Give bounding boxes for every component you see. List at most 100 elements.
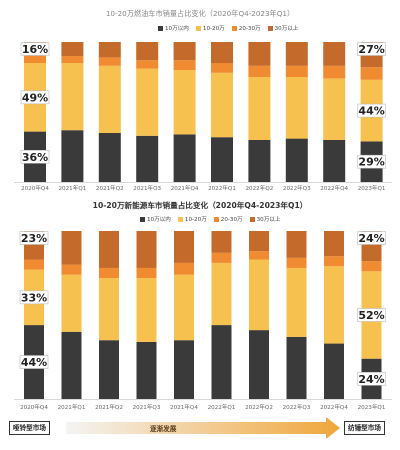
annotation-box — [357, 231, 386, 245]
bar-segment — [211, 63, 233, 73]
bar-segment — [61, 331, 82, 399]
x-tick-label: 2021年Q2 — [95, 403, 123, 411]
legend-item: 10-20万 — [177, 215, 207, 223]
legend-swatch — [158, 25, 163, 31]
bar-segment — [323, 42, 346, 66]
x-tick-label: 2023年Q1 — [358, 184, 386, 192]
bar-segment — [324, 231, 344, 257]
bar-segment — [136, 135, 159, 182]
legend-label: 20-30万 — [220, 217, 243, 223]
bar-segment — [285, 42, 308, 66]
bar-segment — [98, 57, 121, 66]
annotation-box — [357, 154, 386, 169]
annotation-label: 44% — [21, 356, 47, 369]
annotation-label: 33% — [21, 291, 47, 304]
legend-item: 10万以内 — [140, 215, 171, 223]
x-tick-label: 2023年Q1 — [358, 403, 386, 411]
legend-item: 10万以内 — [158, 24, 189, 32]
annotation-label: 36% — [22, 151, 48, 164]
x-tick-label: 2022年Q4 — [320, 184, 348, 192]
x-tick-label: 2021年Q1 — [58, 403, 86, 411]
x-tick-label: 2022年Q4 — [320, 403, 348, 411]
annotation-box — [19, 231, 49, 245]
x-tick-label: 2022年Q1 — [208, 403, 236, 411]
bar-segment — [249, 231, 269, 252]
annotation-label: 16% — [22, 43, 48, 56]
legend-swatch — [267, 25, 273, 31]
legend-swatch — [195, 25, 201, 31]
bar-segment — [286, 231, 307, 258]
bar-segment — [136, 42, 159, 61]
annotation-box — [357, 103, 386, 118]
bar-segment — [211, 252, 232, 263]
legend-label: 10万以内 — [147, 217, 171, 223]
legend-label: 10-20万 — [184, 217, 207, 223]
annotation-box — [20, 90, 50, 105]
legend-item: 20-30万 — [231, 24, 261, 32]
x-tick-label: 2021年Q3 — [133, 184, 161, 192]
x-tick-label: 2022年Q2 — [246, 184, 274, 192]
gradual-development-label: 逐渐发展 — [150, 425, 177, 433]
legend-label: 30万以上 — [274, 26, 299, 32]
bar-segment — [211, 42, 233, 63]
annotation-label: 52% — [358, 309, 384, 322]
bar-segment — [173, 134, 196, 182]
legend-item: 30万以上 — [267, 24, 299, 32]
legend-item: 10-20万 — [195, 24, 225, 32]
x-tick-label: 2021年Q2 — [96, 184, 124, 192]
bar-segment — [136, 60, 159, 69]
bar-segment — [323, 65, 346, 79]
annotation-label: 24% — [358, 232, 384, 245]
bar-segment — [173, 60, 196, 70]
annotation-label: 27% — [358, 43, 384, 56]
bar-segment — [61, 231, 82, 265]
bar-segment — [99, 278, 119, 341]
chart-new-energy-vehicles: 2020年Q4 2021年Q1 2021年Q2 2021年Q3 2021年Q4 2022年… — [14, 231, 392, 411]
legend-swatch — [177, 216, 183, 222]
bar-segment — [174, 274, 194, 341]
bar-segment — [324, 256, 344, 267]
bar-segment — [323, 78, 346, 140]
chart-2-title: 10-20万新能源车市销量占比变化（2020年Q4-2023年Q1） — [92, 201, 308, 210]
bar-segment — [24, 259, 44, 270]
bar-segment — [211, 325, 232, 399]
bar-segment — [324, 266, 344, 344]
progress-arrow — [66, 417, 340, 439]
bar-segment — [323, 140, 346, 182]
bar-segment — [99, 267, 119, 279]
annotation-box — [19, 290, 49, 305]
bar-segment — [98, 42, 121, 58]
bar-segment — [248, 65, 271, 77]
x-tick-label: 2022年Q2 — [245, 403, 273, 411]
bar-segment — [136, 267, 157, 279]
bar-segment — [286, 336, 307, 399]
annotation-box — [357, 308, 386, 322]
chart-fuel-vehicles: 2020年Q4 2021年Q1 2021年Q2 2021年Q3 2021年Q4 2022年… — [14, 42, 392, 192]
bar-segment — [61, 42, 84, 56]
bar-segment — [249, 330, 269, 399]
bar-segment — [286, 257, 307, 268]
legend-label: 20-30万 — [238, 26, 261, 32]
annotation-label: 24% — [358, 373, 384, 386]
bar-segment — [136, 68, 159, 136]
chart-2-legend: 10万以内 10-20万 20-30万 30万以上 — [140, 215, 281, 223]
annotation-label: 44% — [358, 105, 384, 118]
bar-segment — [98, 133, 121, 182]
legend-swatch — [231, 25, 237, 31]
annotation-box — [357, 372, 386, 386]
legend-swatch — [213, 216, 219, 222]
arrow-shape — [66, 417, 340, 439]
bar-segment — [174, 231, 194, 263]
bar-segment — [248, 42, 271, 66]
bar-segment — [248, 77, 271, 140]
annotation-label: 23% — [21, 232, 47, 245]
bar-segment — [248, 140, 271, 182]
bar-segment — [285, 65, 308, 77]
x-tick-label: 2022年Q3 — [283, 403, 311, 411]
x-tick-label: 2021年Q4 — [171, 184, 199, 192]
bar-segment — [61, 264, 82, 275]
legend-label: 10-20万 — [202, 26, 225, 32]
bar-segment — [361, 261, 382, 272]
chart-1-legend: 10万以内 10-20万 20-30万 30万以上 — [158, 24, 299, 32]
